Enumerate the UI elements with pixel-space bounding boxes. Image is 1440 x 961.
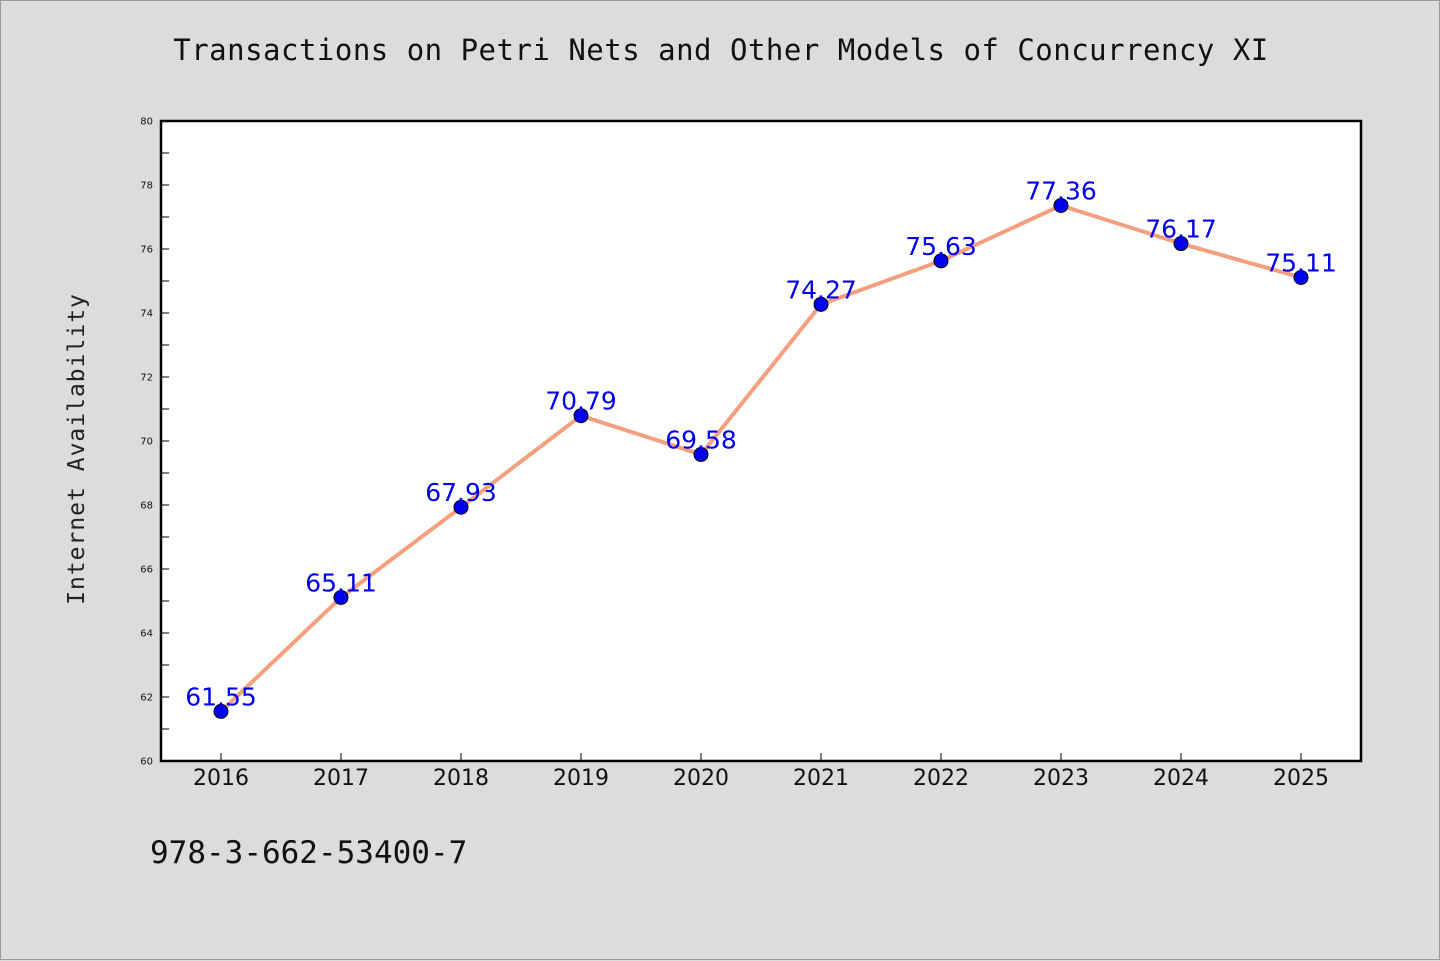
data-label: 65.11 bbox=[305, 568, 377, 597]
y-tick-label: 64 bbox=[140, 629, 153, 640]
y-tick-label: 78 bbox=[140, 181, 153, 192]
x-tick-label: 2022 bbox=[913, 766, 969, 791]
x-tick-label: 2023 bbox=[1033, 766, 1089, 791]
y-tick-label: 76 bbox=[140, 245, 153, 256]
y-tick-label: 70 bbox=[140, 437, 153, 448]
data-point bbox=[693, 446, 709, 462]
series-line bbox=[219, 203, 1302, 713]
y-tick-label: 62 bbox=[140, 693, 153, 704]
data-label: 74.27 bbox=[785, 275, 857, 304]
y-tick-label: 74 bbox=[140, 309, 153, 320]
data-point bbox=[1053, 197, 1069, 213]
data-point bbox=[933, 253, 949, 269]
x-tick-label: 2018 bbox=[433, 766, 489, 791]
data-label: 77.36 bbox=[1025, 176, 1097, 205]
y-tick-label: 72 bbox=[140, 373, 153, 384]
data-markers bbox=[213, 197, 1309, 719]
data-point bbox=[813, 296, 829, 312]
x-tick-label: 2020 bbox=[673, 766, 729, 791]
x-tick-label: 2024 bbox=[1153, 766, 1209, 791]
chart-title: Transactions on Petri Nets and Other Mod… bbox=[173, 33, 1269, 67]
data-point bbox=[333, 589, 349, 605]
data-label: 75.63 bbox=[905, 232, 977, 261]
y-tick-label: 80 bbox=[140, 117, 153, 128]
y-tick-label: 68 bbox=[140, 501, 153, 512]
data-label: 76.17 bbox=[1145, 215, 1217, 244]
x-tick-label: 2016 bbox=[193, 766, 249, 791]
data-point bbox=[1293, 269, 1309, 285]
x-axis-ticks: 2016 2017 2018 2019 2020 2021 2022 2023 2024 2025 bbox=[193, 753, 1329, 791]
plot-area bbox=[159, 119, 1363, 763]
x-tick-label: 2019 bbox=[553, 766, 609, 791]
footer-code: 978-3-662-53400-7 bbox=[150, 835, 468, 871]
data-label: 69.58 bbox=[665, 425, 737, 454]
data-label: 61.55 bbox=[185, 682, 257, 711]
x-tick-label: 2017 bbox=[313, 766, 369, 791]
y-tick-label: 60 bbox=[140, 757, 153, 768]
data-labels: 61.55 65.11 67.93 70.79 69.58 74.27 75.63 77.36… bbox=[185, 176, 1337, 711]
data-point bbox=[213, 703, 229, 719]
data-point bbox=[453, 499, 469, 515]
x-tick-label: 2025 bbox=[1273, 766, 1329, 791]
data-label: 75.11 bbox=[1265, 248, 1337, 277]
data-label: 67.93 bbox=[425, 478, 497, 507]
x-tick-label: 2021 bbox=[793, 766, 849, 791]
data-point bbox=[1173, 236, 1189, 252]
y-tick-label: 66 bbox=[140, 565, 153, 576]
data-label: 70.79 bbox=[545, 387, 617, 416]
y-axis-ticks: 60 62 64 66 68 70 72 74 76 78 80 bbox=[140, 117, 169, 768]
data-point bbox=[573, 408, 589, 424]
